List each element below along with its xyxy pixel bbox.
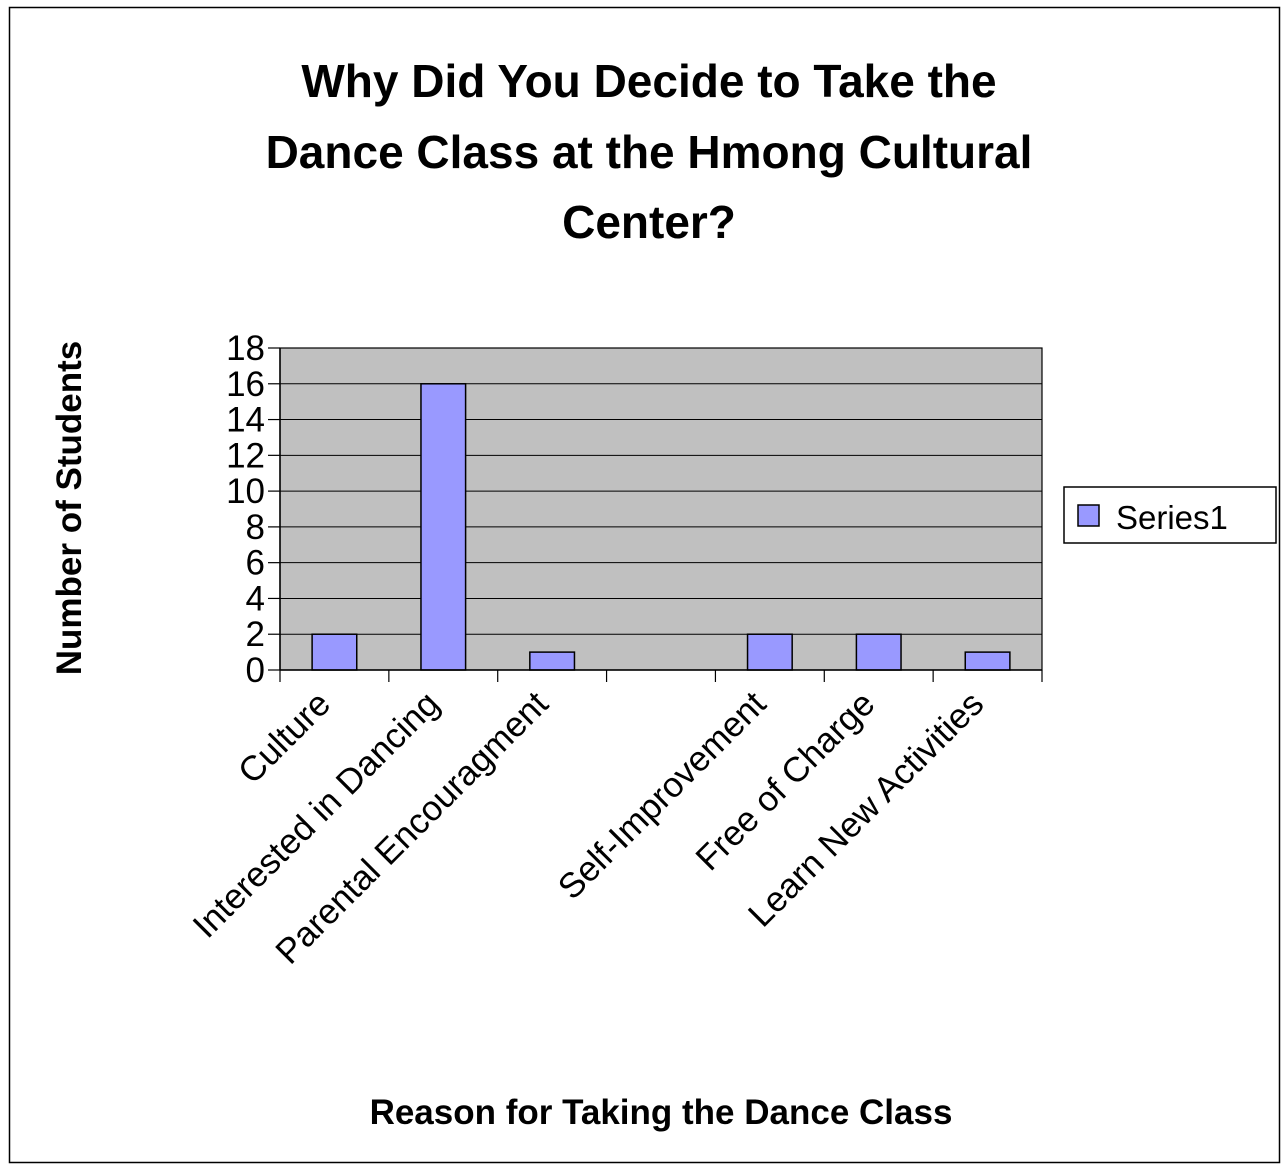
legend: Series1 <box>1064 487 1276 543</box>
bar <box>312 634 357 670</box>
bar <box>530 652 575 670</box>
y-tick-label: 0 <box>246 651 265 690</box>
bar <box>421 384 466 670</box>
plot-area <box>280 348 1042 670</box>
y-tick-label: 14 <box>226 401 265 440</box>
chart-title-line-1: Why Did You Decide to Take the <box>301 55 996 107</box>
y-tick-label: 4 <box>246 579 265 618</box>
legend-swatch-series1 <box>1078 505 1099 526</box>
bar <box>856 634 901 670</box>
y-tick-label: 12 <box>226 436 265 475</box>
legend-label-series1: Series1 <box>1116 499 1228 536</box>
bar <box>965 652 1010 670</box>
y-tick-label: 2 <box>246 615 265 654</box>
y-axis-title: Number of Students <box>50 341 89 675</box>
bar <box>748 634 793 670</box>
y-tick-label: 10 <box>226 472 265 511</box>
y-tick-label: 8 <box>246 508 265 547</box>
y-tick-label: 6 <box>246 544 265 583</box>
chart-title-line-2: Dance Class at the Hmong Cultural <box>266 126 1033 178</box>
chart-title-line-3: Center? <box>562 196 736 248</box>
x-axis-title: Reason for Taking the Dance Class <box>370 1093 953 1132</box>
y-tick-label: 18 <box>226 329 265 368</box>
y-tick-label: 16 <box>226 365 265 404</box>
